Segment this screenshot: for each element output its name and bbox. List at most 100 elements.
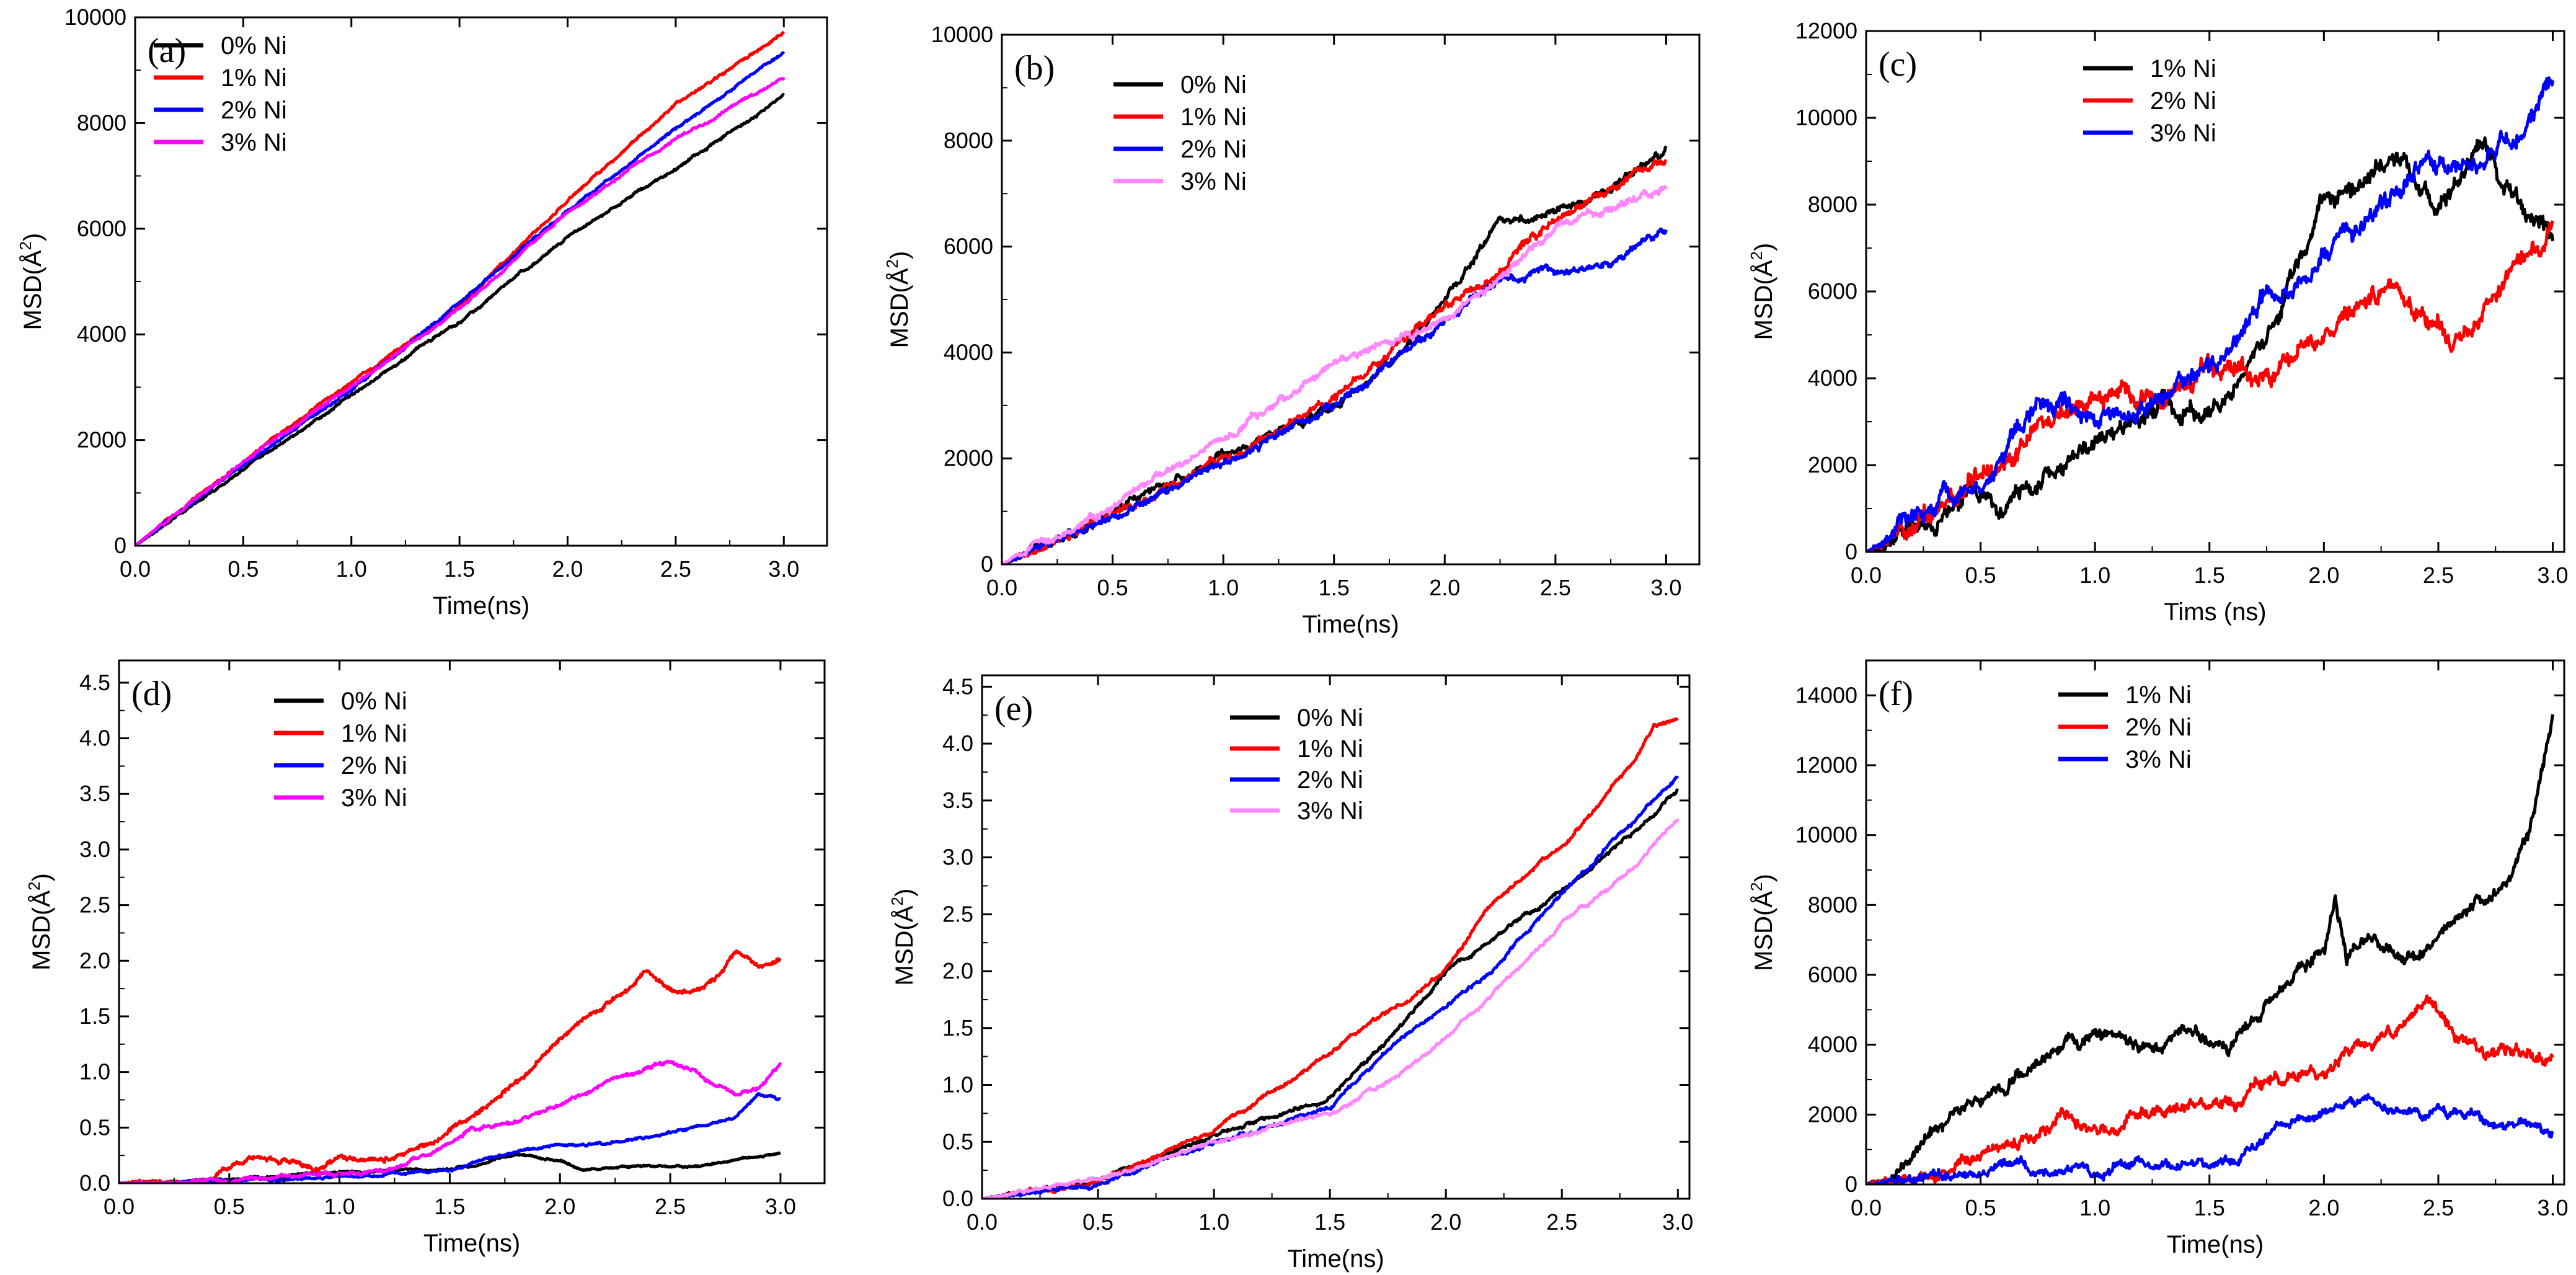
series-line-3ni [135,76,786,546]
series-line-2ni [1866,220,2554,552]
y-tick-label: 8000 [944,128,993,153]
legend-label: 2% Ni [2150,87,2216,115]
y-tick-label: 10000 [1795,105,1857,130]
x-tick-label: 0.5 [1965,1195,1996,1220]
y-tick-label: 0.0 [79,1170,110,1196]
plot-frame [981,674,1691,1200]
series-group [1866,76,2554,552]
y-tick-label: 8000 [1808,192,1857,217]
y-axis-title-base: MSD(Å [890,905,918,985]
x-tick-label: 1.0 [2079,562,2110,588]
series-group [135,30,786,546]
y-axis-title-close: ) [19,233,46,241]
x-tick-label: 0.0 [1851,562,1882,588]
legend: 0% Ni 1% Ni 2% Ni 3% Ni [274,688,407,812]
y-tick-label: 0.5 [942,1129,973,1154]
y-tick-label: 12000 [1795,18,1857,43]
y-tick-label: 0 [1845,539,1857,564]
y-axis-title-base: MSD(Å [27,891,55,971]
panel-label: (c) [1879,45,1917,84]
x-tick-label: 2.5 [1540,575,1571,600]
legend-label: 0% Ni [221,32,287,60]
panel-label: (f) [1879,675,1913,713]
x-tick-label: 3.0 [768,556,799,582]
panel-label: (a) [148,32,186,70]
legend-label: 3% Ni [1297,797,1363,825]
series-line-1ni [1002,159,1667,564]
y-tick-label: 6000 [1808,278,1857,304]
series-group [1002,145,1668,564]
x-tick-label: 2.0 [544,1194,575,1219]
legend: 0% Ni 1% Ni 2% Ni 3% Ni [154,32,287,156]
y-tick-label: 2000 [944,445,993,471]
y-tick-label: 10000 [1795,822,1857,848]
x-axis-title: Tims (ns) [2164,598,2266,626]
x-tick-label: 1.5 [2194,1195,2225,1220]
x-tick-label: 2.5 [1546,1209,1577,1235]
panel-f: 0.0 0.5 1.0 1.5 2.0 2.5 3.0 0 2000 4000 6000 8000 10… [1747,659,2569,1258]
x-tick-label: 1.5 [1319,575,1350,600]
y-tick-label: 12000 [1795,752,1857,778]
series-line-2ni [982,775,1680,1199]
y-tick-label: 2000 [77,427,126,453]
y-axis-title-base: MSD(Å [19,250,46,330]
x-tick-label: 2.0 [2308,562,2339,588]
panel-d: 0.0 0.5 1.0 1.5 2.0 2.5 3.0 0.0 0.5 1.0 1.5 2.0 2.5 3… [25,659,826,1257]
y-axis-title-close: ) [28,873,55,881]
y-tick-label: 0.0 [942,1186,973,1211]
legend-label: 1% Ni [341,720,407,747]
y-axis-title: MSD(Å2) [883,251,913,349]
y-tick-label: 4000 [944,339,993,365]
legend-label: 3% Ni [341,784,407,812]
x-tick-label: 3.0 [765,1194,796,1219]
y-tick-label: 4.5 [79,670,110,695]
x-tick-label: 2.0 [1429,575,1460,600]
legend-label: 0% Ni [1297,704,1363,732]
y-tick-label: 2.0 [942,958,973,984]
legend-label: 2% Ni [1297,766,1363,794]
y-tick-label: 6000 [1808,962,1857,987]
x-axis-title: Time(ns) [1287,1245,1384,1273]
y-axis-title-close: ) [1750,243,1777,251]
x-tick-label: 1.5 [1314,1209,1345,1235]
series-line-2ni [135,50,786,546]
x-tick-label: 0.0 [986,575,1017,600]
panel-b: 0.0 0.5 1.0 1.5 2.0 2.5 3.0 0 2000 4000 6000 8000 10… [883,22,1701,638]
series-group [119,949,782,1183]
x-axis-title: Time(ns) [433,592,529,620]
x-tick-label: 0.5 [228,556,259,582]
y-axis-title-close: ) [886,251,913,259]
x-tick-label: 0.0 [120,556,151,582]
y-tick-label: 3.0 [942,845,973,870]
legend-label: 3% Ni [2125,746,2192,773]
legend-label: 3% Ni [1180,168,1247,195]
series-line-0ni [982,788,1679,1199]
x-tick-label: 1.0 [336,556,367,582]
panel-label: (e) [994,690,1033,728]
legend-label: 3% Ni [221,129,287,156]
series-line-2ni [1866,994,2554,1184]
y-tick-label: 2.5 [942,901,973,926]
x-axis-title: Time(ns) [2167,1231,2264,1258]
x-axis-title: Time(ns) [1302,611,1399,638]
y-tick-label: 2.5 [79,892,110,918]
series-line-1ni [1866,714,2554,1184]
panel-label: (d) [131,675,172,713]
y-axis-title-superscript: 2 [883,259,901,268]
legend-label: 1% Ni [1180,104,1247,131]
x-tick-label: 1.0 [324,1194,355,1219]
plot-frame [1865,659,2565,1186]
legend: 0% Ni 1% Ni 2% Ni 3% Ni [1113,71,1247,195]
y-tick-label: 3.5 [79,781,110,806]
y-tick-label: 0 [1845,1171,1857,1197]
x-tick-label: 1.0 [1208,575,1239,600]
x-tick-label: 1.0 [2079,1195,2110,1220]
x-tick-label: 0.5 [1082,1209,1113,1235]
panel-a: 0.0 0.5 1.0 1.5 2.0 2.5 3.0 0 2000 4000 6000 8000 10… [16,4,828,620]
legend: 1% Ni 2% Ni 3% Ni [2083,55,2216,147]
series-line-0ni [135,92,786,546]
x-tick-label: 0.0 [967,1209,998,1235]
series-line-3ni [982,818,1680,1199]
y-tick-label: 6000 [944,234,993,259]
